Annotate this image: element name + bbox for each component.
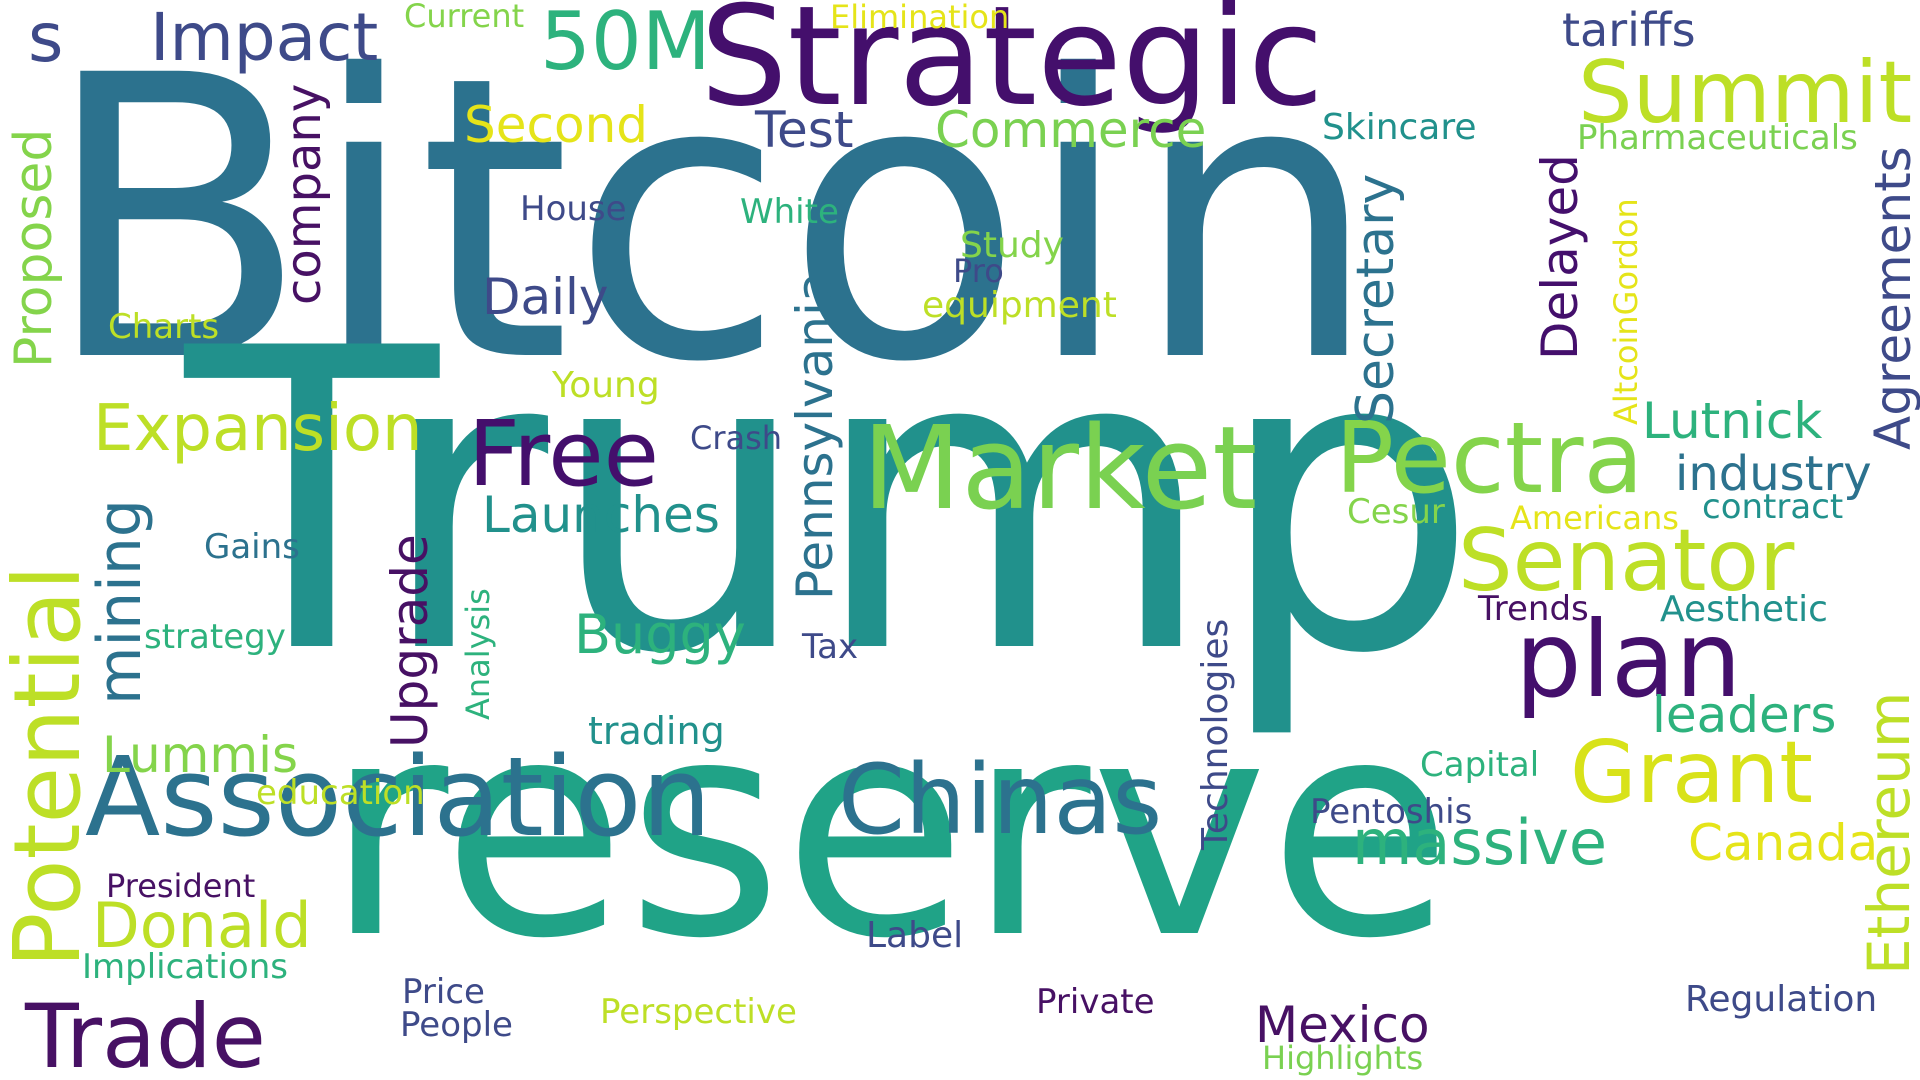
- word-impact: Impact: [150, 0, 379, 76]
- word-potential: Potential: [0, 564, 101, 968]
- word-capital: Capital: [1420, 745, 1540, 785]
- word-agreements: Agreements: [1864, 146, 1920, 450]
- word-chinas: Chinas: [838, 744, 1163, 856]
- word-fifty-m: 50M: [540, 0, 711, 88]
- word-grant: Grant: [1570, 723, 1813, 823]
- word-massive: massive: [1352, 806, 1608, 879]
- word-aesthetic: Aesthetic: [1660, 589, 1828, 630]
- word-equipment: equipment: [922, 285, 1117, 326]
- word-company: company: [276, 83, 332, 305]
- word-contract: contract: [1702, 487, 1844, 527]
- word-lutnick: Lutnick: [1642, 392, 1823, 450]
- word-industry: industry: [1675, 446, 1872, 502]
- word-altcoingordon: AltcoinGordon: [1607, 198, 1645, 425]
- word-implications: Implications: [82, 947, 288, 987]
- word-analysis: Analysis: [459, 588, 497, 720]
- word-tax: Tax: [802, 627, 859, 667]
- word-trump: Trump: [185, 261, 1479, 744]
- word-strategic: Strategic: [700, 0, 1324, 137]
- word-market: Market: [862, 402, 1258, 536]
- word-buggy: Buggy: [574, 603, 746, 666]
- word-commerce: Commerce: [935, 101, 1207, 159]
- word-pectra: Pectra: [1335, 402, 1644, 516]
- word-test: Test: [755, 101, 854, 159]
- word-private: Private: [1036, 982, 1155, 1022]
- word-free: Free: [468, 402, 659, 507]
- word-skincare: Skincare: [1322, 107, 1477, 148]
- word-regulation: Regulation: [1685, 979, 1878, 1020]
- word-proposed: Proposed: [4, 128, 64, 368]
- word-pro: Pro: [953, 252, 1004, 290]
- word-gains: Gains: [204, 527, 300, 567]
- word-charts: Charts: [108, 307, 220, 347]
- word-elimination: Elimination: [830, 0, 1010, 36]
- word-donald: Donald: [92, 889, 312, 962]
- word-canada: Canada: [1688, 814, 1879, 872]
- word-technologies: Technologies: [1195, 618, 1236, 850]
- word-association: Association: [85, 733, 712, 861]
- word-current: Current: [404, 0, 525, 35]
- word-president: President: [106, 867, 256, 905]
- word-launches: Launches: [482, 486, 720, 544]
- word-education: education: [256, 773, 425, 813]
- word-price: Price: [402, 972, 485, 1012]
- word-trading: trading: [588, 709, 725, 753]
- word-second: Second: [464, 96, 649, 154]
- word-study: Study: [960, 225, 1064, 266]
- word-upgrade: Upgrade: [381, 534, 439, 748]
- word-pennsylvania: Pennsylvania: [786, 271, 844, 601]
- word-trends: Trends: [1478, 589, 1589, 629]
- word-americans: Americans: [1510, 499, 1679, 537]
- word-house: House: [520, 189, 627, 229]
- word-leaders: leaders: [1652, 686, 1837, 744]
- word-tariffs: tariffs: [1562, 3, 1696, 57]
- word-lummis: Lummis: [102, 726, 299, 784]
- word-crash: Crash: [690, 419, 783, 457]
- word-senator: Senator: [1458, 511, 1795, 611]
- word-reserve: reserve: [325, 655, 1453, 1004]
- word-summit: Summit: [1578, 43, 1913, 143]
- word-trade: Trade: [25, 985, 266, 1080]
- word-secretary: Secretary: [1346, 173, 1406, 424]
- word-mining: mining: [85, 499, 155, 705]
- word-pharmaceuticals: Pharmaceuticals: [1577, 118, 1858, 158]
- word-perspective: Perspective: [600, 992, 797, 1032]
- word-delayed: Delayed: [1531, 154, 1589, 360]
- word-mexico: Mexico: [1255, 996, 1430, 1054]
- word-plan: plan: [1515, 599, 1742, 721]
- word-people: People: [400, 1005, 513, 1045]
- word-white: White: [740, 192, 839, 232]
- word-bitcoin: Bitcoin: [42, 0, 1380, 447]
- word-pentoshis: Pentoshis: [1310, 792, 1473, 832]
- word-young: Young: [552, 365, 660, 406]
- word-expansion: Expansion: [93, 392, 423, 466]
- word-cesur: Cesur: [1347, 492, 1445, 532]
- word-label: Label: [866, 915, 964, 956]
- word-ethereum: Ethereum: [1855, 691, 1920, 975]
- word-s: s: [28, 0, 64, 78]
- word-highlights: Highlights: [1262, 1039, 1424, 1077]
- word-strategy: strategy: [144, 617, 286, 657]
- word-daily: Daily: [482, 268, 609, 326]
